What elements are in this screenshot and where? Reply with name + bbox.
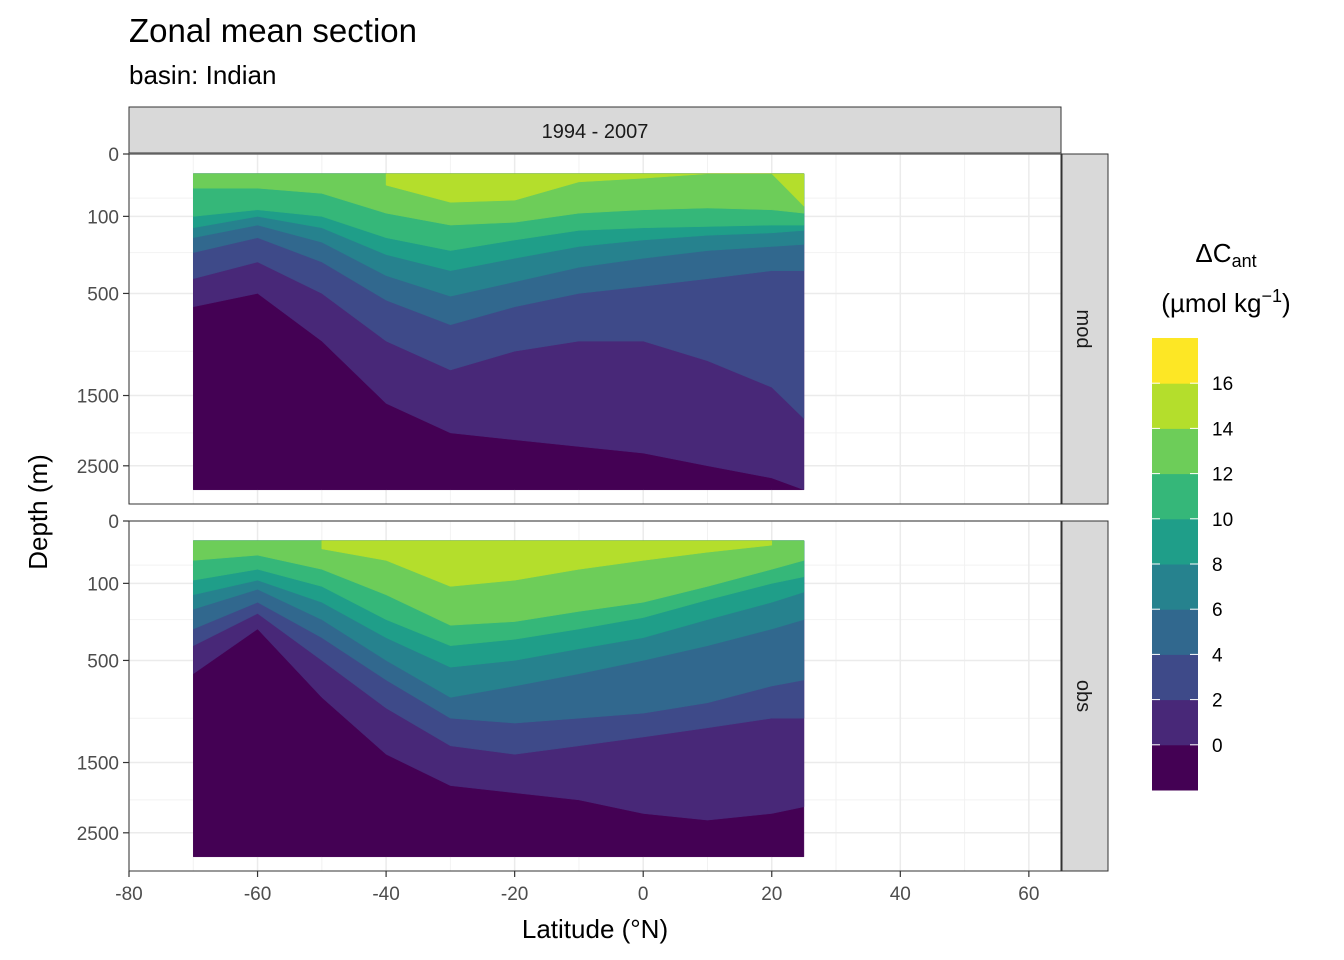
x-tick-label: 60 <box>1018 884 1039 905</box>
legend: ΔCant (µmol kg−1) 16 14 12 10 8 6 4 2 0 <box>1152 238 1291 791</box>
legend-title-units: (µmol kg−1) <box>1161 286 1290 318</box>
x-axis-label: Latitude (°N) <box>522 914 668 944</box>
column-facet-strip <box>128 106 1062 154</box>
legend-break-label: 2 <box>1212 691 1223 712</box>
y-axis-mod: 0 100 500 1500 2500 <box>77 145 129 478</box>
contour-band-obs-8 <box>321 540 773 587</box>
panel-mod <box>128 153 1062 505</box>
legend-swatch-5 <box>1152 518 1198 565</box>
legend-colorbar: 16 14 12 10 8 6 4 2 0 <box>1152 338 1234 791</box>
legend-swatch-3 <box>1152 609 1198 655</box>
legend-title-symbol: ΔCant <box>1195 238 1256 271</box>
legend-swatch-8 <box>1152 383 1198 429</box>
legend-break-label: 14 <box>1212 419 1234 440</box>
panel-obs <box>128 520 1062 872</box>
y-tick-label: 500 <box>87 651 119 672</box>
y-tick-label: 500 <box>87 284 119 305</box>
row-facet-label-obs: obs <box>1072 680 1094 712</box>
chart-subtitle: basin: Indian <box>129 60 276 90</box>
row-facet-strip-mod <box>1061 153 1109 505</box>
x-tick-label: 0 <box>638 884 649 905</box>
y-tick-label: 1500 <box>77 754 119 775</box>
legend-break-label: 10 <box>1212 510 1233 531</box>
x-axis: -80 -60 -40 -20 0 20 40 60 <box>115 871 1039 905</box>
legend-break-label: 6 <box>1212 600 1223 621</box>
y-tick-label: 2500 <box>77 824 119 845</box>
x-tick-label: -80 <box>115 884 142 905</box>
contour-band-mod-8 <box>385 173 805 207</box>
legend-swatch-4 <box>1152 564 1198 610</box>
legend-swatch-9 <box>1152 338 1198 384</box>
legend-units-main: (µmol kg <box>1161 288 1261 318</box>
legend-units-sup: −1 <box>1262 286 1283 306</box>
y-axis-obs: 0 100 500 1500 2500 <box>77 512 129 845</box>
panel-border <box>128 520 1062 872</box>
y-axis-label: Depth (m) <box>23 454 53 570</box>
legend-break-label: 12 <box>1212 465 1233 486</box>
column-facet-label: 1994 - 2007 <box>542 121 649 143</box>
legend-swatch-1 <box>1152 699 1198 746</box>
y-tick-label: 1500 <box>77 387 119 408</box>
contour-band-obs-7 <box>193 540 805 626</box>
legend-title-sub: ant <box>1232 251 1257 271</box>
legend-swatch-2 <box>1152 654 1198 701</box>
row-facet-label-mod: mod <box>1072 310 1094 349</box>
x-tick-label: 40 <box>890 884 911 905</box>
legend-swatch-6 <box>1152 473 1198 520</box>
legend-swatch-7 <box>1152 428 1198 475</box>
y-tick-label: 100 <box>87 574 119 595</box>
x-tick-label: -60 <box>244 884 271 905</box>
y-tick-label: 100 <box>87 207 119 228</box>
legend-break-label: 8 <box>1212 555 1223 576</box>
legend-break-label: 16 <box>1212 374 1233 395</box>
legend-break-label: 4 <box>1212 645 1223 666</box>
legend-swatch-0 <box>1152 744 1198 791</box>
panel-border <box>128 153 1062 505</box>
legend-units-close: ) <box>1282 288 1291 318</box>
row-facet-strip-obs <box>1061 520 1109 872</box>
y-tick-label: 0 <box>108 145 119 166</box>
x-tick-label: -20 <box>501 884 528 905</box>
legend-title-main: ΔC <box>1195 238 1231 268</box>
legend-break-label: 0 <box>1212 736 1223 757</box>
y-tick-label: 0 <box>108 512 119 533</box>
y-tick-label: 2500 <box>77 457 119 478</box>
chart-title: Zonal mean section <box>129 12 417 49</box>
x-tick-label: 20 <box>761 884 782 905</box>
x-tick-label: -40 <box>372 884 399 905</box>
